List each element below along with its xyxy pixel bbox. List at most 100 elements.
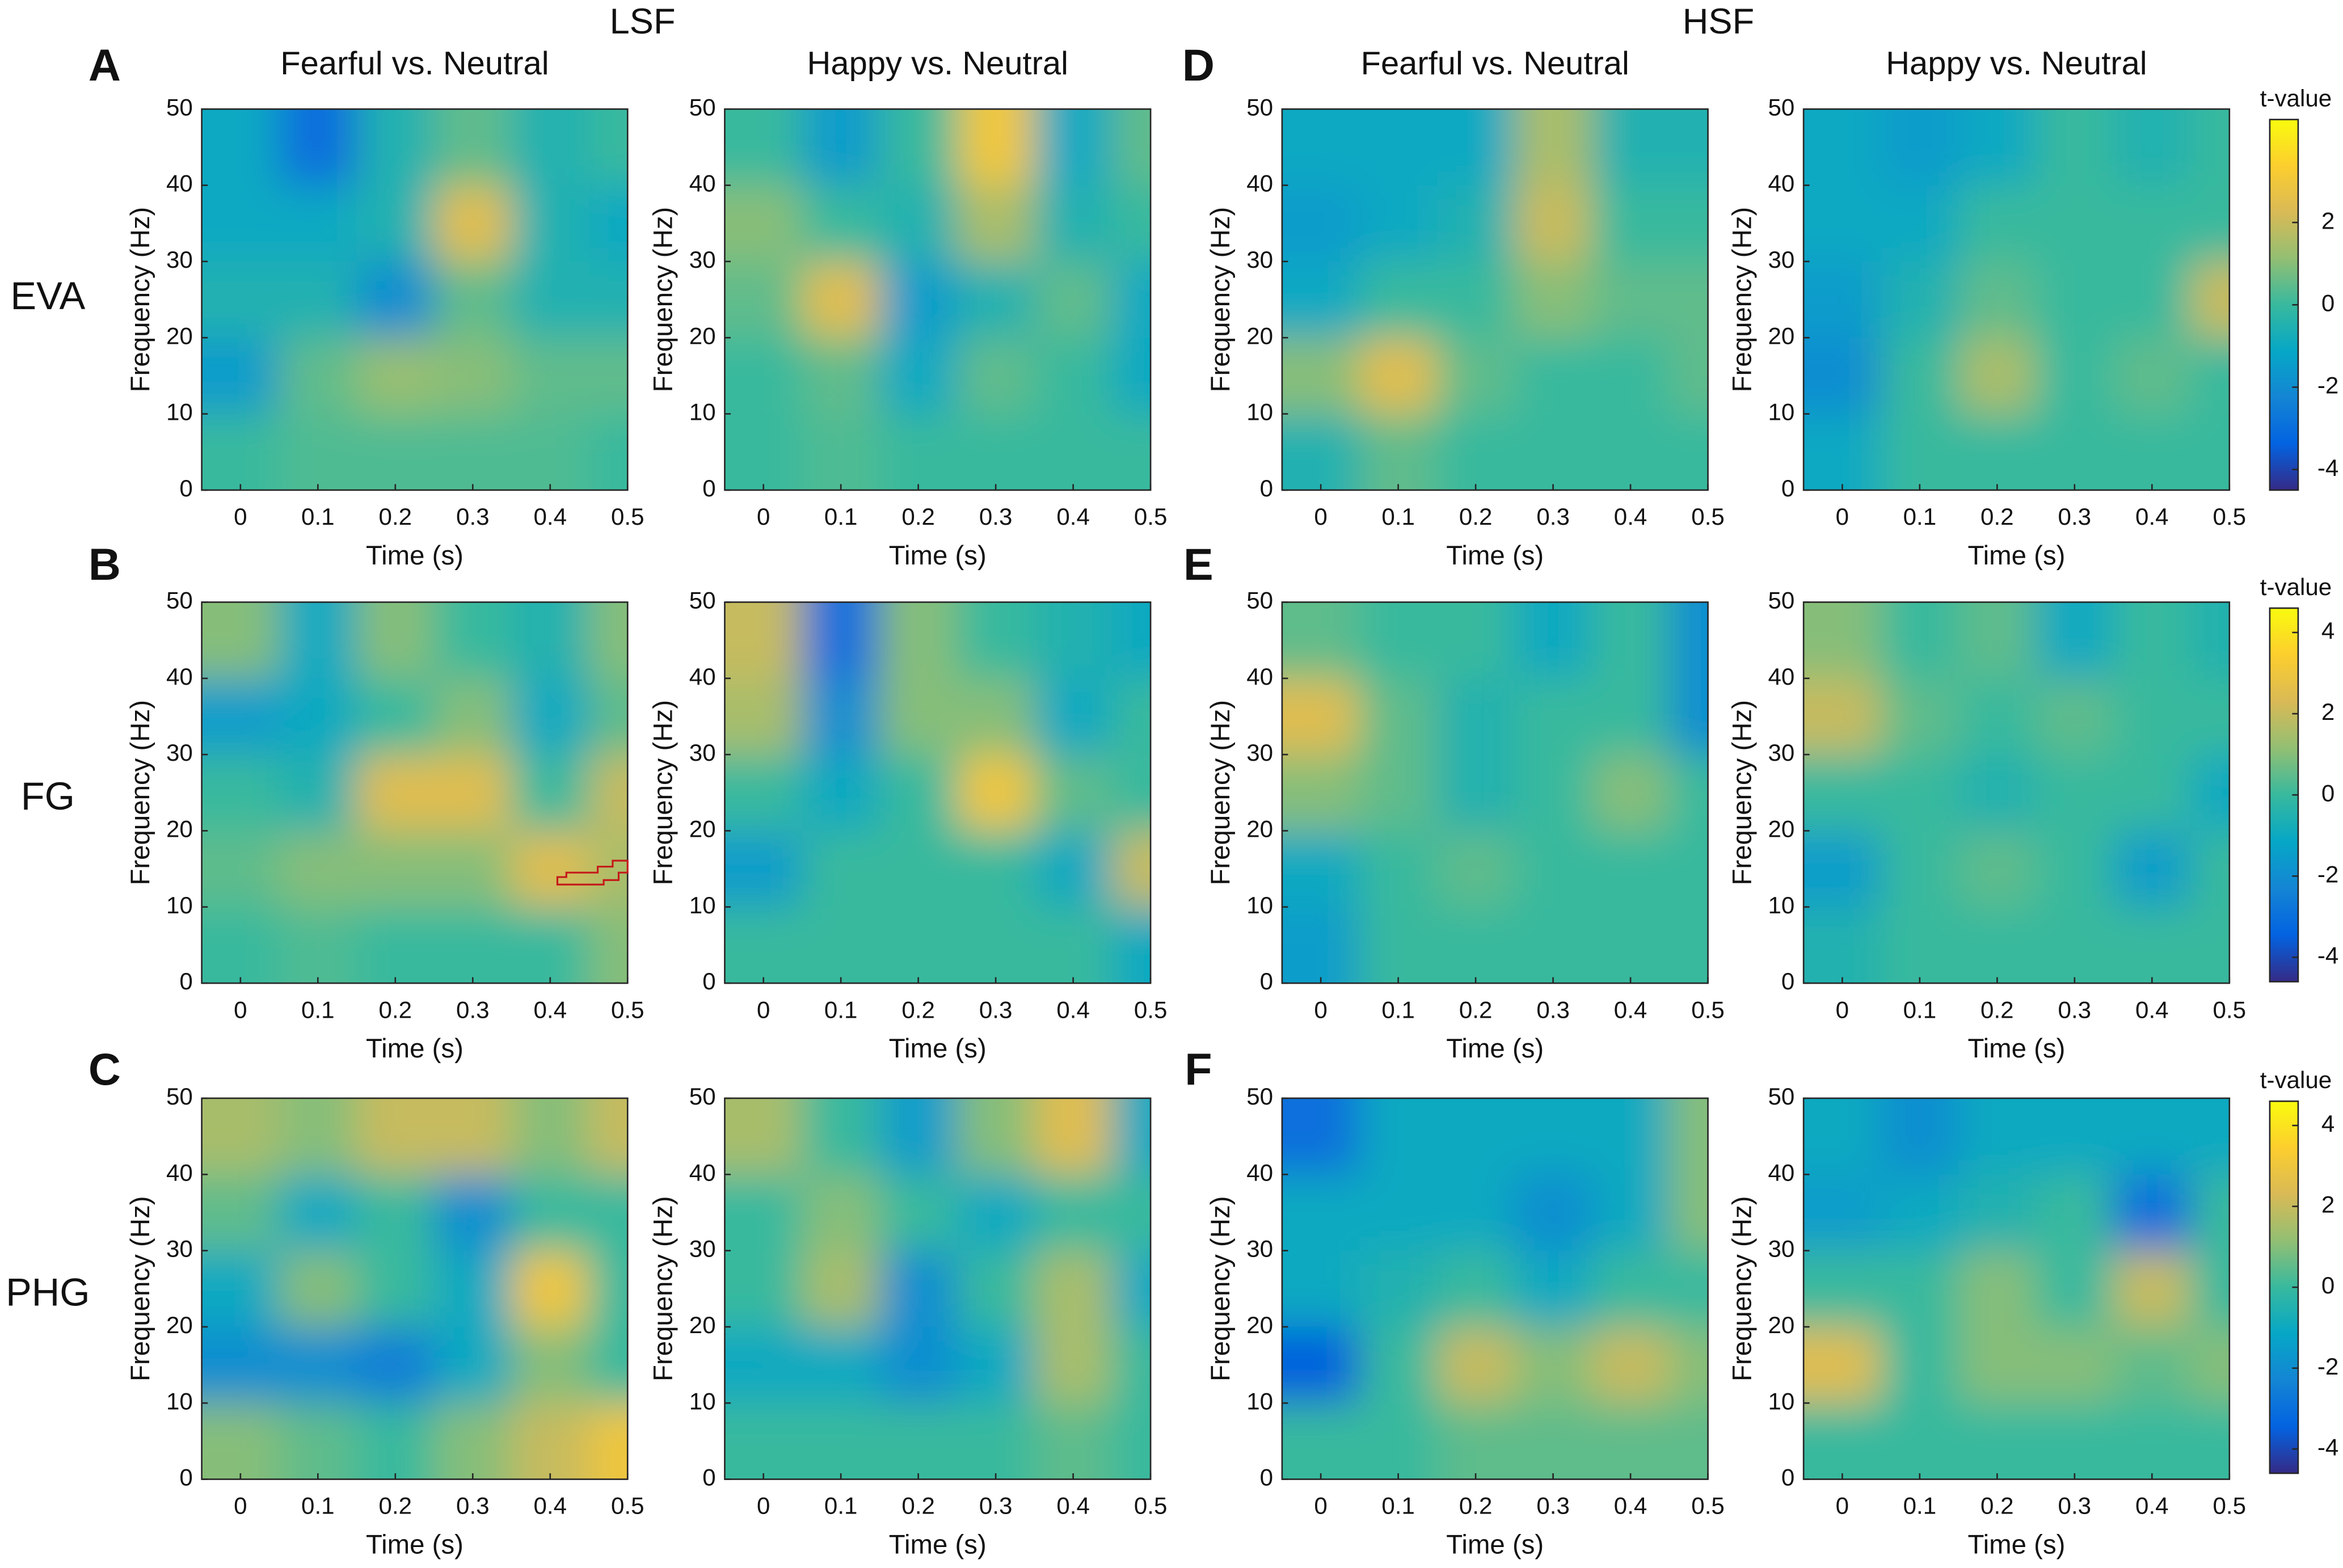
- x-tick-label: 0.5: [2213, 1493, 2247, 1519]
- heatmap-cell: [1958, 1174, 2036, 1251]
- heatmap-cell: [1881, 1326, 1959, 1403]
- y-tick-label: 40: [689, 1159, 716, 1186]
- heatmap-cell: [1881, 602, 1959, 678]
- heatmap-cell: [1958, 414, 2036, 490]
- heatmap-cell: [1958, 109, 2036, 186]
- heatmap-cell: [2190, 338, 2230, 414]
- heatmap-cell: [879, 1403, 957, 1480]
- heatmap-cell: [1803, 1250, 1881, 1327]
- heatmap-cell: [1669, 1326, 1708, 1403]
- heatmap-cell: [2036, 261, 2114, 338]
- heatmap-cell: [802, 109, 880, 186]
- heatmap-cell: [1111, 755, 1151, 831]
- heatmap-cell: [1669, 755, 1708, 831]
- heatmap-cell: [1881, 1174, 1959, 1251]
- heatmap-cell: [2190, 1098, 2230, 1175]
- y-tick-label: 0: [1781, 968, 1794, 994]
- heatmap-cell: [1591, 602, 1670, 678]
- heatmap-cell: [1111, 261, 1151, 338]
- heatmap-cell: [724, 414, 802, 490]
- heatmap-cell: [1034, 185, 1112, 262]
- heatmap-cell: [1514, 1174, 1592, 1251]
- y-tick-label: 50: [166, 94, 193, 120]
- panel-letter: D: [1182, 40, 1215, 90]
- axes-frame: [724, 1097, 1152, 1480]
- x-tick-label: 0.5: [1691, 503, 1725, 530]
- heatmap-cell: [1803, 602, 1881, 678]
- colorbar-label: t-value: [2260, 1067, 2332, 1093]
- x-tick-label: 0.4: [534, 1493, 567, 1519]
- y-tick-label: 30: [1246, 739, 1273, 766]
- colorbar-tick-label: -4: [2317, 1434, 2338, 1460]
- x-tick-label: 0.5: [2213, 503, 2247, 530]
- heatmap-cell: [2113, 755, 2191, 831]
- x-tick-label: 0.1: [1381, 1493, 1415, 1519]
- y-tick-label: 50: [1768, 1083, 1794, 1110]
- heatmap-cell: [2036, 602, 2114, 678]
- heatmap-cell: [1591, 831, 1670, 907]
- heatmap-cell: [1282, 1403, 1360, 1480]
- heatmap-cell: [589, 109, 628, 186]
- x-tick-label: 0.2: [901, 996, 935, 1023]
- heatmap-cells: [724, 602, 1151, 984]
- x-tick-label: 0.2: [1459, 503, 1493, 530]
- heatmap-cell: [1669, 1174, 1708, 1251]
- heatmap-cell: [2113, 185, 2191, 262]
- heatmap-cell: [2113, 1250, 2191, 1327]
- heatmap-cell: [2113, 1403, 2191, 1480]
- x-tick-label: 0: [757, 503, 770, 530]
- heatmap-cell: [589, 907, 628, 984]
- heatmap-cell: [1359, 1250, 1437, 1327]
- heatmap-cell: [434, 185, 512, 262]
- heatmap-cell: [589, 1326, 628, 1403]
- heatmap-cell: [1111, 907, 1151, 984]
- heatmap-cell: [1881, 261, 1959, 338]
- heatmap-cell: [1881, 1098, 1959, 1175]
- heatmap-cell: [802, 831, 880, 907]
- heatmap-cell: [1282, 109, 1360, 186]
- heatmap-cell: [279, 602, 357, 678]
- heatmap-cell: [1591, 414, 1670, 490]
- heatmap-cell: [1591, 1326, 1670, 1403]
- heatmap-cell: [511, 414, 589, 490]
- heatmap-cell: [1359, 1403, 1437, 1480]
- x-tick-label: 0.1: [1903, 503, 1937, 530]
- heatmap-cell: [1803, 1403, 1881, 1480]
- heatmap-cell: [2190, 678, 2230, 755]
- cluster-outline: [556, 859, 629, 886]
- heatmap-cell: [511, 338, 589, 414]
- heatmap-cell: [2113, 1174, 2191, 1251]
- x-tick-label: 0: [234, 996, 247, 1023]
- x-axis-label: Time (s): [1446, 1530, 1544, 1560]
- heatmap-cell: [1803, 185, 1881, 262]
- heatmap-cell: [724, 1250, 802, 1327]
- heatmap-cell: [589, 261, 628, 338]
- heatmap-cell: [1958, 907, 2036, 984]
- axes-frame: [724, 601, 1152, 984]
- heatmap-cell: [802, 261, 880, 338]
- heatmap-cell: [1034, 907, 1112, 984]
- colorbar-tick-label: 0: [2321, 779, 2334, 806]
- heatmap-cell: [1282, 602, 1360, 678]
- y-tick-label: 50: [1768, 94, 1794, 120]
- heatmap-cell: [589, 755, 628, 831]
- heatmap-cell: [2113, 338, 2191, 414]
- y-tick-label: 40: [1246, 663, 1273, 690]
- x-tick-label: 0.4: [2135, 503, 2169, 530]
- heatmap-cell: [1282, 1098, 1360, 1175]
- heatmap-cell: [1803, 338, 1881, 414]
- heatmap-cell: [956, 338, 1035, 414]
- x-tick-label: 0.4: [1614, 1493, 1647, 1519]
- heatmap-cell: [879, 907, 957, 984]
- heatmap-cell: [1436, 678, 1515, 755]
- y-tick-label: 10: [166, 1388, 193, 1414]
- heatmap-cell: [956, 109, 1035, 186]
- y-axis-label: Frequency (Hz): [1727, 700, 1757, 886]
- heatmap-cell: [1958, 602, 2036, 678]
- y-tick-label: 30: [689, 246, 716, 273]
- axes-frame: [1281, 108, 1709, 491]
- heatmap-cell: [511, 907, 589, 984]
- heatmap-cell: [201, 831, 280, 907]
- heatmap-cell: [1803, 1174, 1881, 1251]
- y-tick-label: 20: [1768, 322, 1794, 349]
